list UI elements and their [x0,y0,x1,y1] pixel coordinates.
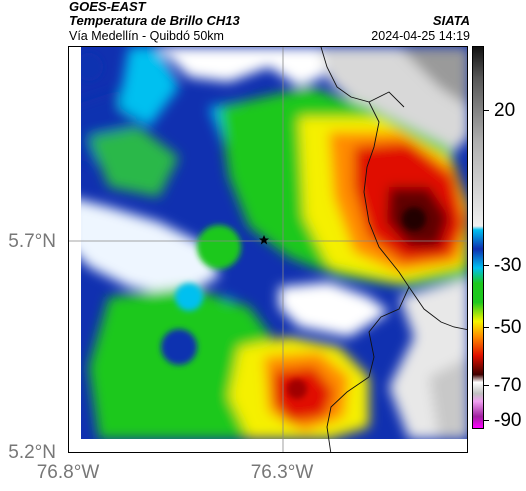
colorbar-label-minus30: -30 [494,255,522,276]
star-icon[interactable] [259,235,269,245]
colorbar-tick [484,327,489,328]
cloud-detail [75,53,426,399]
colorbar [472,46,484,429]
satellite-map[interactable] [68,46,468,453]
map-canvas [69,47,467,452]
org-label: SIATA [432,13,470,28]
admin-border [320,47,410,452]
colorbar-label-minus50: -50 [494,317,522,338]
cloud-field [69,47,467,439]
colorbar-label-20: 20 [494,100,516,121]
datetime-label: 2024-04-25 14:19 [371,29,470,43]
colorbar-label-minus90: -90 [494,410,522,431]
satellite-title: GOES-EAST [69,0,146,14]
lon-label-76.3: 76.3°W [250,462,314,483]
colorbar-label-minus70: -70 [494,375,522,396]
colorbar-tick [484,385,489,386]
colorbar-tick [484,110,489,111]
route-label: Vía Medellín - Quibdó 50km [69,29,224,43]
lon-label-76.8: 76.8°W [36,462,100,483]
colorbar-tick [484,265,489,266]
lat-label-5.2: 5.2°N [8,442,56,463]
product-title: Temperatura de Brillo CH13 [69,13,240,28]
colorbar-tick [484,420,489,421]
lat-label-5.7: 5.7°N [8,231,56,252]
